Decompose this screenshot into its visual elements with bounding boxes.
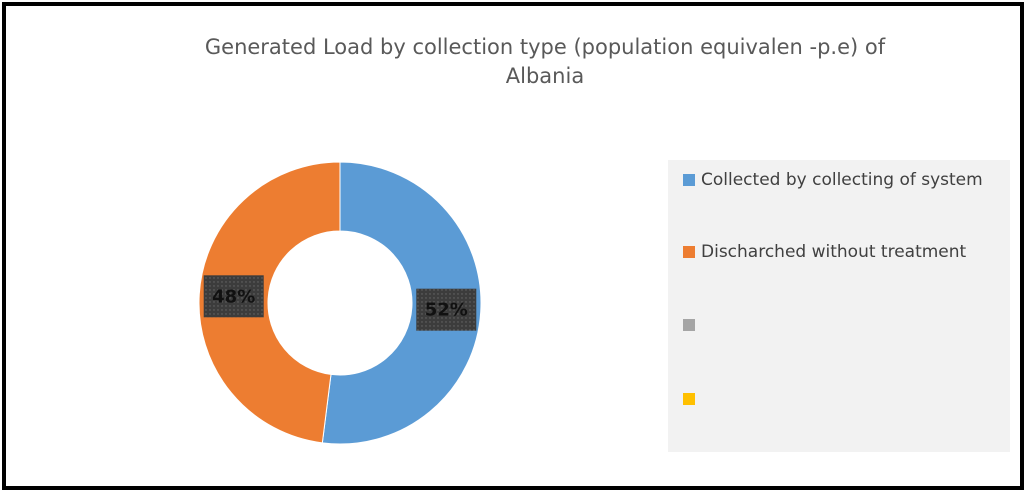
- legend-swatch: [683, 174, 695, 186]
- value-label: 48%: [212, 286, 255, 307]
- value-label-box: [416, 288, 477, 331]
- value-label: 52%: [425, 300, 468, 321]
- legend-swatch: [683, 246, 695, 258]
- value-label-box: [203, 275, 264, 318]
- donut-slice: [321, 161, 482, 445]
- legend-swatch: [683, 393, 695, 405]
- chart-title: Albania: [506, 64, 584, 88]
- legend-box: [668, 160, 1010, 452]
- donut-slice: [198, 161, 341, 444]
- legend-label: Discharched without treatment: [701, 242, 967, 262]
- legend-swatch: [683, 319, 695, 331]
- chart-title: Generated Load by collection type (popul…: [205, 35, 886, 59]
- legend-label: Collected by collecting of system: [701, 170, 983, 190]
